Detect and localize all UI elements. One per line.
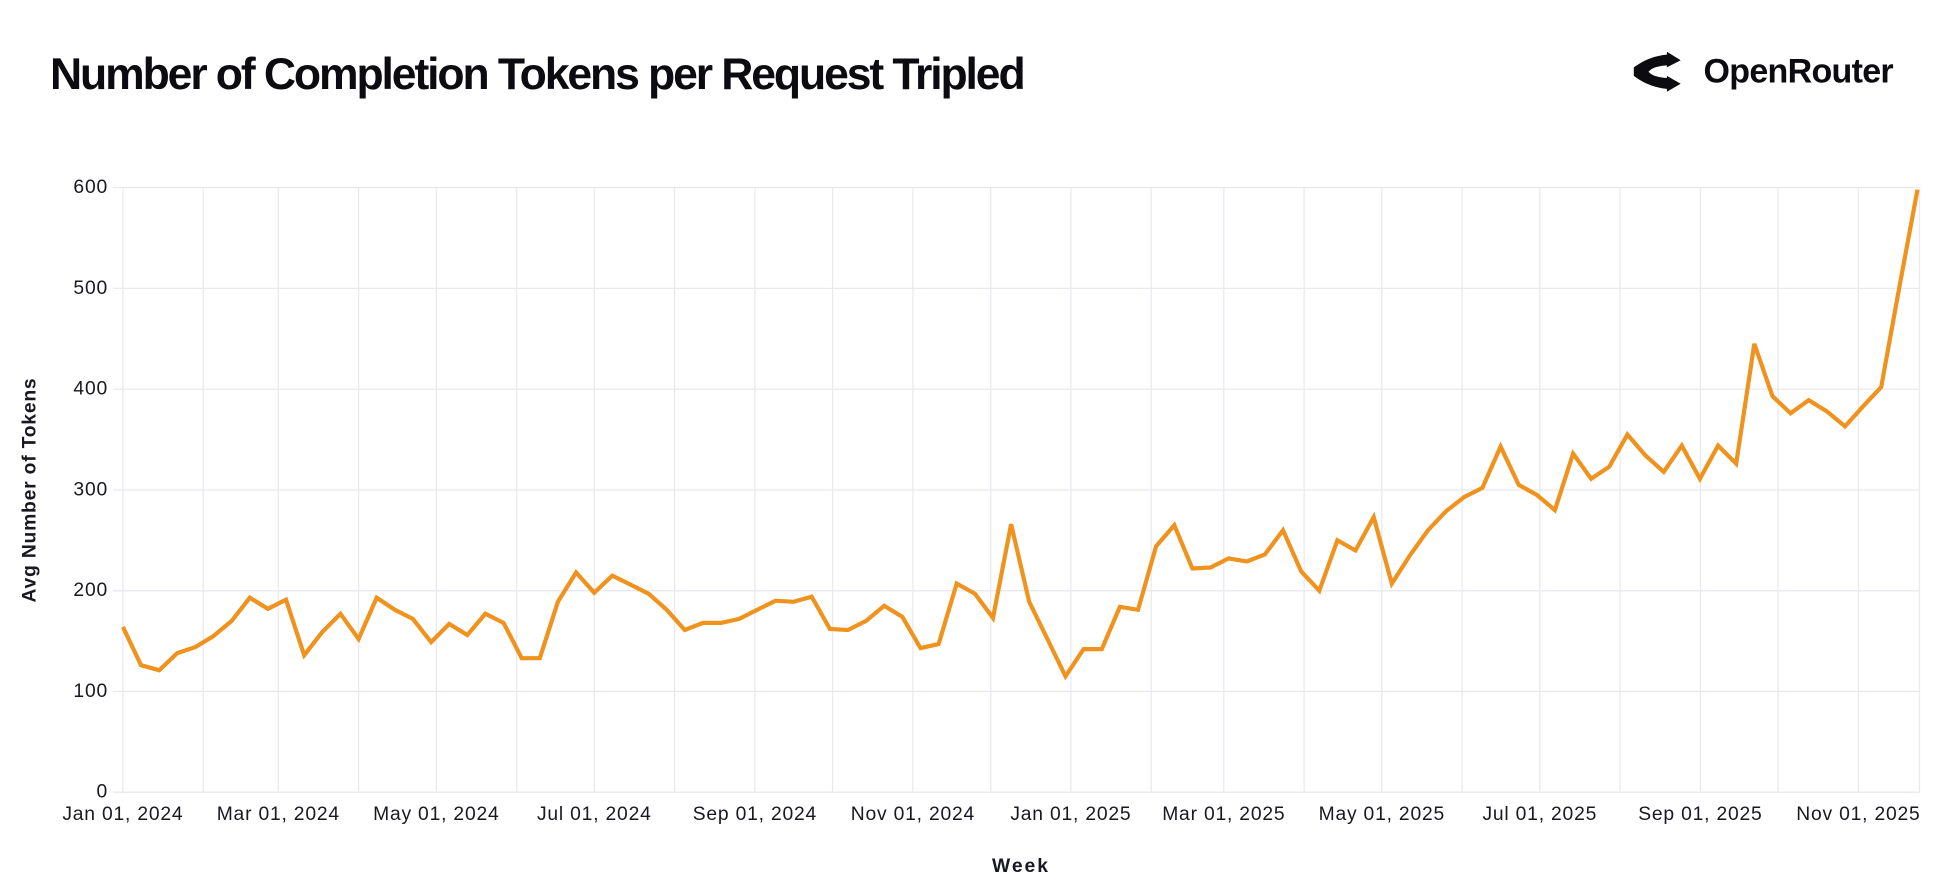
- svg-text:Avg Number of Tokens: Avg Number of Tokens: [20, 378, 41, 603]
- svg-text:Sep 01, 2025: Sep 01, 2025: [1638, 804, 1762, 825]
- svg-text:0: 0: [96, 782, 108, 803]
- svg-text:Week: Week: [992, 856, 1050, 877]
- svg-text:Nov 01, 2024: Nov 01, 2024: [851, 804, 975, 825]
- svg-text:Jul 01, 2025: Jul 01, 2025: [1482, 804, 1597, 825]
- svg-text:Mar 01, 2025: Mar 01, 2025: [1162, 804, 1285, 825]
- svg-text:Jul 01, 2024: Jul 01, 2024: [537, 804, 652, 825]
- svg-text:May 01, 2025: May 01, 2025: [1319, 804, 1445, 825]
- svg-text:Number of Completion Tokens pe: Number of Completion Tokens per Request …: [50, 50, 1024, 99]
- svg-text:OpenRouter: OpenRouter: [1704, 53, 1894, 91]
- svg-text:Mar 01, 2024: Mar 01, 2024: [217, 804, 340, 825]
- svg-text:Jan 01, 2024: Jan 01, 2024: [62, 804, 183, 825]
- svg-text:200: 200: [73, 580, 108, 601]
- svg-text:Nov 01, 2025: Nov 01, 2025: [1796, 804, 1920, 825]
- svg-text:Jan 01, 2025: Jan 01, 2025: [1010, 804, 1131, 825]
- svg-text:100: 100: [73, 681, 108, 702]
- svg-text:300: 300: [73, 479, 108, 500]
- svg-text:May 01, 2024: May 01, 2024: [373, 804, 499, 825]
- svg-text:600: 600: [73, 177, 108, 198]
- svg-text:Sep 01, 2024: Sep 01, 2024: [693, 804, 817, 825]
- svg-text:400: 400: [73, 379, 108, 400]
- svg-text:500: 500: [73, 278, 108, 299]
